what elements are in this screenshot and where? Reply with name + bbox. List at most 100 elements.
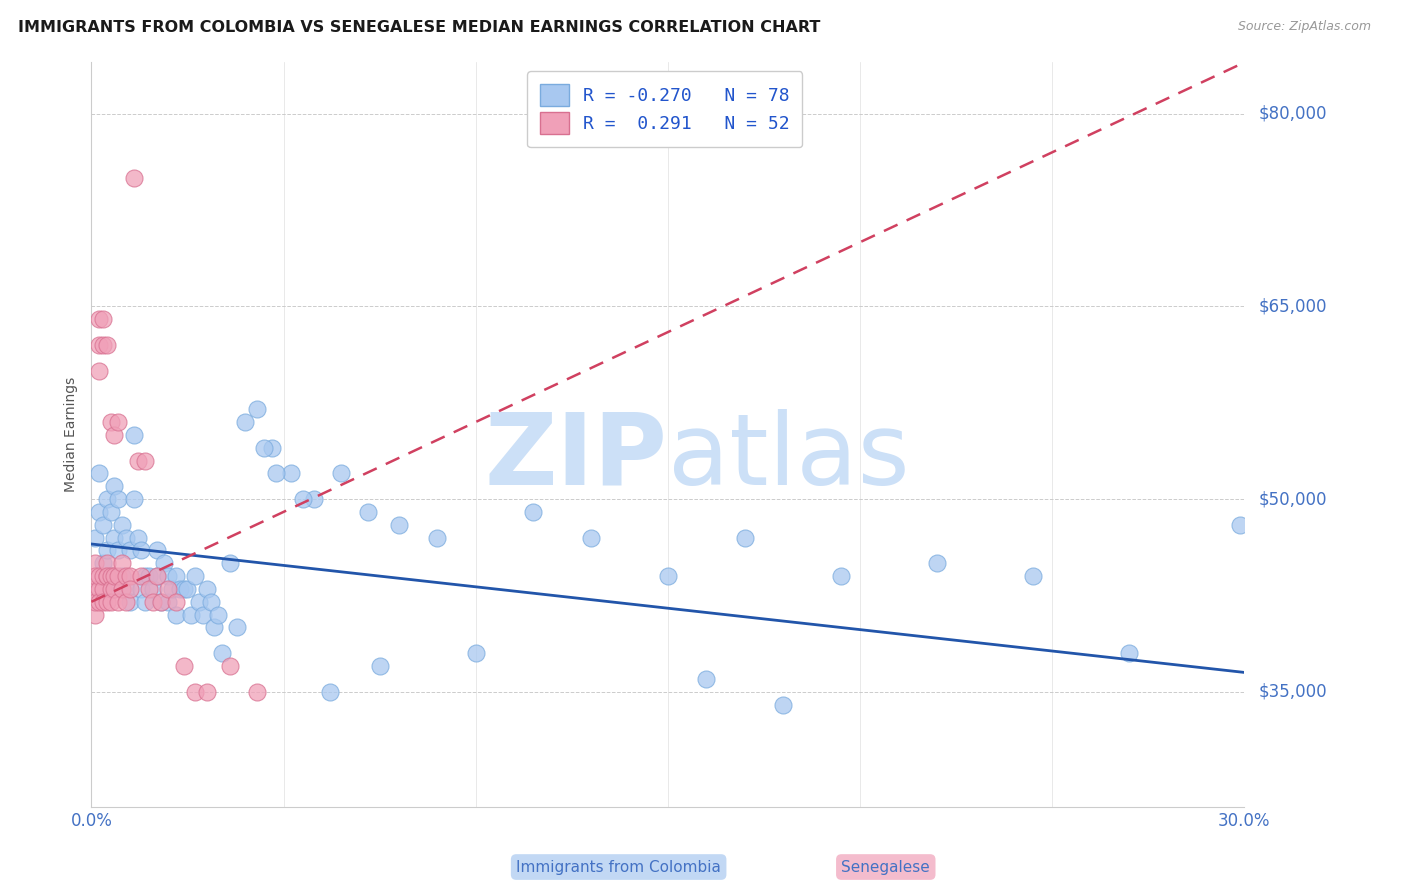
Point	[107, 569, 129, 583]
Point	[100, 569, 122, 583]
Point	[160, 582, 183, 596]
Point	[84, 531, 107, 545]
Point	[145, 543, 167, 558]
Point	[184, 684, 207, 698]
Point	[122, 428, 145, 442]
Point	[118, 543, 141, 558]
Point	[127, 531, 149, 545]
Point	[87, 338, 110, 352]
Point	[145, 569, 167, 583]
Point	[330, 467, 353, 481]
Point	[96, 338, 118, 352]
Point	[91, 517, 114, 532]
Point	[131, 543, 153, 558]
Point	[464, 646, 486, 660]
Point	[96, 569, 118, 583]
Text: IMMIGRANTS FROM COLOMBIA VS SENEGALESE MEDIAN EARNINGS CORRELATION CHART: IMMIGRANTS FROM COLOMBIA VS SENEGALESE M…	[18, 20, 821, 35]
Point	[100, 582, 122, 596]
Point	[87, 582, 110, 596]
Point	[191, 607, 214, 622]
Point	[153, 556, 176, 570]
Point	[165, 569, 187, 583]
Point	[96, 556, 118, 570]
Text: atlas: atlas	[668, 409, 910, 506]
Point	[579, 531, 602, 545]
Point	[226, 620, 249, 634]
Point	[87, 595, 110, 609]
Point	[84, 607, 107, 622]
Point	[91, 595, 114, 609]
Point	[91, 338, 114, 352]
Point	[1229, 517, 1251, 532]
Point	[100, 569, 122, 583]
Point	[118, 569, 141, 583]
Point	[138, 569, 160, 583]
Point	[280, 467, 302, 481]
Point	[149, 595, 172, 609]
Point	[84, 582, 107, 596]
Point	[218, 659, 240, 673]
Point	[426, 531, 449, 545]
Text: $80,000: $80,000	[1258, 104, 1327, 123]
Point	[115, 569, 138, 583]
Legend: R = -0.270   N = 78, R =  0.291   N = 52: R = -0.270 N = 78, R = 0.291 N = 52	[527, 71, 803, 147]
Point	[84, 595, 107, 609]
Point	[195, 582, 218, 596]
Point	[142, 595, 165, 609]
Point	[233, 415, 256, 429]
Text: ZIP: ZIP	[485, 409, 668, 506]
Point	[87, 364, 110, 378]
Point	[1118, 646, 1140, 660]
Point	[145, 569, 167, 583]
Point	[96, 569, 118, 583]
Point	[84, 556, 107, 570]
Point	[111, 556, 134, 570]
Point	[115, 582, 138, 596]
Point	[103, 428, 125, 442]
Point	[91, 569, 114, 583]
Point	[103, 569, 125, 583]
Point	[91, 556, 114, 570]
Point	[84, 569, 107, 583]
Point	[925, 556, 948, 570]
Point	[134, 453, 156, 467]
Point	[134, 569, 156, 583]
Point	[830, 569, 852, 583]
Point	[122, 171, 145, 186]
Point	[169, 582, 191, 596]
Point	[100, 505, 122, 519]
Point	[118, 582, 141, 596]
Point	[264, 467, 287, 481]
Point	[304, 491, 326, 506]
Point	[107, 415, 129, 429]
Point	[211, 646, 233, 660]
Point	[173, 582, 195, 596]
Point	[131, 582, 153, 596]
Point	[131, 569, 153, 583]
Point	[246, 684, 269, 698]
Point	[96, 491, 118, 506]
Point	[91, 582, 114, 596]
Text: $35,000: $35,000	[1258, 682, 1327, 701]
Point	[695, 672, 717, 686]
Point	[657, 569, 679, 583]
Point	[142, 582, 165, 596]
Point	[107, 543, 129, 558]
Point	[149, 595, 172, 609]
Point	[253, 441, 276, 455]
Point	[107, 491, 129, 506]
Point	[103, 582, 125, 596]
Point	[176, 582, 198, 596]
Point	[103, 479, 125, 493]
Point	[127, 453, 149, 467]
Point	[388, 517, 411, 532]
Point	[107, 595, 129, 609]
Point	[260, 441, 283, 455]
Point	[100, 415, 122, 429]
Point	[218, 556, 240, 570]
Point	[87, 569, 110, 583]
Point	[357, 505, 380, 519]
Point	[87, 467, 110, 481]
Point	[157, 582, 180, 596]
Point	[734, 531, 756, 545]
